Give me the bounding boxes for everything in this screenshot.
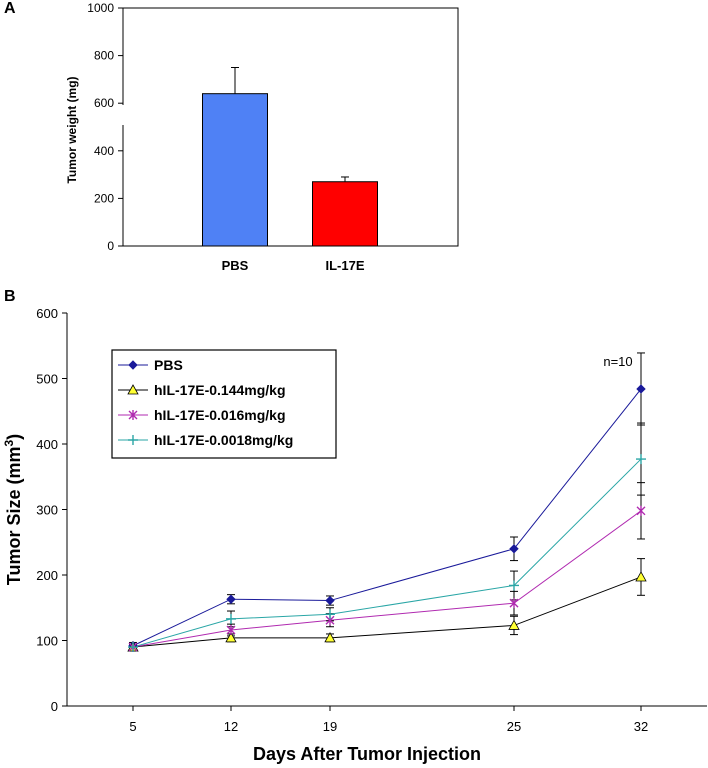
legend-box (111, 349, 337, 459)
y-tick-label: 600 (94, 96, 114, 110)
data-point (325, 595, 335, 606)
y-tick-label: 0 (107, 239, 114, 253)
x-tick-label: 19 (323, 719, 337, 734)
x-category-label: IL-17E (325, 258, 364, 273)
y-tick-label: 100 (36, 634, 58, 649)
data-point (636, 505, 646, 516)
y-tick-label: 0 (51, 699, 58, 714)
x-tick-label: 25 (507, 719, 521, 734)
plot-frame (122, 7, 459, 247)
legend-label: hIL-17E-0.0018mg/kg (154, 432, 293, 448)
legend-marker (128, 410, 138, 420)
y-tick-label: 200 (36, 568, 58, 583)
series-2 (129, 482, 645, 651)
y-tick-label: 400 (36, 437, 58, 452)
data-point (509, 598, 519, 609)
n-annotation: n=10 (603, 354, 632, 369)
legend-label: hIL-17E-0.144mg/kg (154, 382, 286, 398)
data-point (636, 454, 646, 465)
y-tick-label: 1000 (87, 1, 114, 15)
legend-marker (127, 384, 139, 395)
legend-marker (128, 435, 138, 445)
x-tick-label: 32 (634, 719, 648, 734)
panel-a-label: A (4, 0, 16, 17)
y-tick-label: 400 (94, 144, 114, 158)
data-point (636, 384, 646, 394)
series-line (132, 458, 642, 648)
data-point (128, 642, 138, 653)
data-point (226, 594, 236, 604)
y-axis-label: Tumor weight (mg) (65, 76, 79, 183)
legend-label: hIL-17E-0.016mg/kg (154, 407, 286, 423)
panel-b-label: B (4, 288, 16, 305)
y-tick-label: 200 (94, 191, 114, 205)
data-point (226, 613, 236, 624)
data-point (508, 619, 520, 630)
tumor-weight-bar-chart: 0 200 400 600 800 1000 Tumor weight (mg) PBS IL-… (65, 1, 459, 273)
y-tick-label: 600 (36, 306, 58, 321)
data-point (509, 544, 519, 554)
data-point (635, 571, 647, 582)
x-tick-label: 12 (224, 719, 238, 734)
y-tick-label: 300 (36, 503, 58, 518)
data-point (225, 632, 237, 643)
data-point (509, 580, 519, 591)
data-point (226, 625, 236, 636)
y-tick-label: 500 (36, 372, 58, 387)
y-tick-label: 800 (94, 49, 114, 63)
x-axis-label: Days After Tumor Injection (253, 744, 481, 764)
series-line (132, 576, 642, 648)
legend-marker (128, 360, 138, 370)
data-point (324, 632, 336, 643)
data-point (325, 609, 335, 620)
series-line (132, 510, 642, 648)
x-category-label: PBS (222, 258, 249, 273)
legend-label: PBS (154, 357, 183, 373)
bar-il-17e (312, 181, 378, 247)
series-1 (129, 558, 645, 651)
y-axis-label: Tumor Size (mm3) (2, 434, 24, 585)
x-tick-label: 5 (129, 719, 136, 734)
